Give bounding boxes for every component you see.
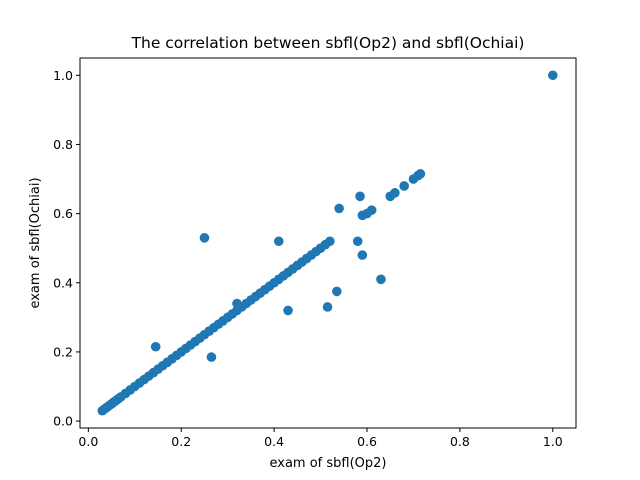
x-tick-label: 0.6 — [357, 434, 377, 449]
scatter-point — [390, 188, 400, 198]
scatter-point — [232, 298, 242, 309]
scatter-point — [357, 250, 368, 260]
x-axis-title: exam of sbfl(Op2) — [270, 456, 387, 471]
scatter-point — [206, 352, 217, 362]
scatter-point — [150, 341, 161, 352]
y-tick-label: 0.2 — [53, 344, 73, 359]
x-tick-label: 0.8 — [450, 434, 470, 449]
x-tick-label: 1.0 — [543, 434, 563, 449]
scatter-point — [376, 274, 386, 285]
scatter-point — [366, 205, 377, 215]
scatter-point — [332, 286, 342, 297]
scatter-point — [325, 236, 335, 247]
plot-frame — [79, 57, 577, 429]
scatter-point — [355, 191, 365, 202]
x-tick-label: 0.2 — [171, 434, 191, 449]
scatter-point — [352, 236, 363, 247]
chart-title: The correlation between sbfl(Op2) and sb… — [131, 34, 525, 52]
y-tick-label: 0.6 — [53, 206, 73, 221]
y-tick-label: 0.0 — [53, 414, 73, 429]
y-tick-label: 0.8 — [53, 137, 73, 152]
data-points — [97, 70, 558, 416]
x-tick-label: 0.4 — [264, 434, 284, 449]
scatter-point — [399, 181, 409, 191]
scatter-point — [357, 210, 368, 221]
scatter-point — [415, 169, 426, 179]
y-tick-label: 0.4 — [53, 275, 73, 290]
scatter-point — [334, 203, 344, 214]
y-tick-label: 1.0 — [53, 68, 73, 83]
scatter-point — [273, 236, 284, 247]
scatter-point — [547, 70, 558, 81]
scatter-point — [322, 302, 333, 312]
scatter-point — [283, 305, 293, 316]
y-axis-title: exam of sbfl(Ochiai) — [28, 177, 43, 308]
scatter-point — [199, 233, 210, 243]
axis-ticks: 0.0 0.2 0.4 0.6 0.8 1.0 0.0 0.2 0.4 0.6 0.8 1.0 — [53, 68, 563, 449]
x-tick-label: 0.0 — [78, 434, 98, 449]
